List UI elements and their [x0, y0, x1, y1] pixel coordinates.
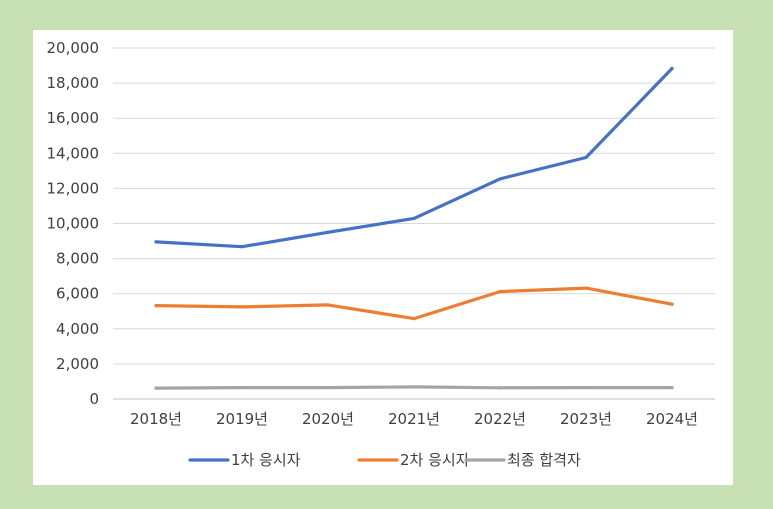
data-point	[584, 286, 588, 290]
y-tick-label: 18,000	[47, 74, 100, 92]
data-point	[412, 216, 416, 221]
data-point	[584, 155, 588, 160]
gridlines	[113, 47, 715, 400]
y-tick-label: 14,000	[47, 144, 100, 162]
data-point	[326, 385, 330, 390]
legend: 1차 응시자 2차 응시자 최종 합격자	[188, 451, 581, 469]
data-point	[670, 66, 674, 71]
data-point	[240, 385, 244, 390]
data-point	[670, 302, 674, 306]
data-point	[412, 317, 416, 321]
x-tick-label: 2021년	[388, 410, 440, 428]
data-point	[584, 385, 588, 390]
data-point	[154, 240, 158, 244]
line-chart: 0 2,000 4,000 6,000 8,000 10,000 12,000 14,000 1…	[47, 39, 715, 469]
x-tick-label: 2019년	[216, 410, 268, 428]
x-tick-label: 2020년	[302, 410, 354, 428]
data-point	[412, 385, 416, 389]
data-point	[240, 245, 244, 249]
legend-label: 2차 응시자	[400, 451, 470, 469]
data-point	[154, 386, 158, 390]
data-point	[326, 230, 330, 234]
y-tick-label: 0	[89, 390, 99, 408]
data-point	[326, 303, 330, 307]
x-tick-label: 2022년	[474, 410, 526, 428]
x-tick-label: 2018년	[130, 410, 182, 428]
data-point	[498, 289, 502, 294]
y-tick-label: 6,000	[56, 285, 99, 303]
series-line-2	[154, 286, 674, 321]
y-tick-label: 4,000	[56, 320, 99, 338]
y-tick-label: 16,000	[47, 109, 100, 127]
y-axis-ticks: 0 2,000 4,000 6,000 8,000 10,000 12,000 14,000 1…	[47, 39, 100, 408]
data-point	[498, 386, 502, 390]
data-point	[498, 177, 502, 181]
y-tick-label: 20,000	[47, 39, 100, 57]
series-lines	[154, 66, 674, 390]
data-point	[670, 385, 674, 390]
data-point	[240, 305, 244, 309]
data-point	[154, 304, 158, 308]
y-tick-label: 12,000	[47, 179, 100, 197]
x-tick-label: 2023년	[560, 410, 612, 428]
y-tick-label: 10,000	[47, 215, 100, 233]
y-tick-label: 2,000	[56, 355, 99, 373]
chart-frame: 0 2,000 4,000 6,000 8,000 10,000 12,000 14,000 1…	[33, 30, 733, 485]
x-axis-ticks: 2018년 2019년 2020년 2021년 2022년 2023년 2024년	[130, 410, 698, 428]
legend-label: 1차 응시자	[231, 451, 301, 469]
y-tick-label: 8,000	[56, 250, 99, 268]
x-tick-label: 2024년	[646, 410, 698, 428]
legend-label: 최종 합격자	[507, 451, 581, 469]
